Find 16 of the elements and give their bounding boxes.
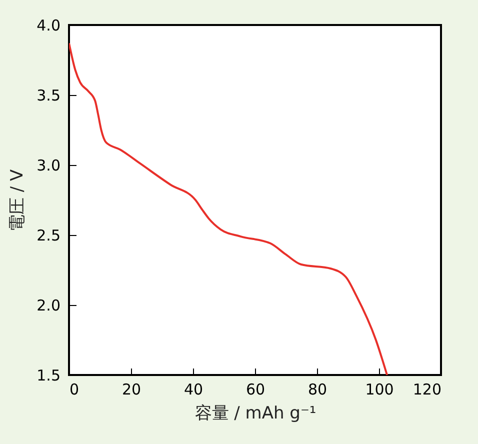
y-tick-label: 1.5 (36, 366, 60, 384)
y-tick-label: 3.0 (36, 156, 60, 174)
y-axis-title: 電圧 / V (8, 169, 28, 232)
x-tick-label: 20 (122, 380, 142, 398)
y-tick-label: 2.0 (36, 296, 60, 314)
x-tick-label: 60 (246, 380, 266, 398)
y-tick-label: 2.5 (36, 226, 60, 244)
x-tick-label: 40 (184, 380, 204, 398)
y-tick-label: 4.0 (36, 16, 60, 34)
x-tick-label: 120 (412, 380, 442, 398)
line-series (69, 42, 388, 375)
x-axis-title: 容量 / mAh g⁻¹ (194, 404, 316, 424)
x-tick-label: 80 (308, 380, 328, 398)
y-tick-label: 3.5 (36, 86, 60, 104)
x-tick-label: 0 (70, 380, 80, 398)
x-tick-label: 100 (365, 380, 394, 398)
